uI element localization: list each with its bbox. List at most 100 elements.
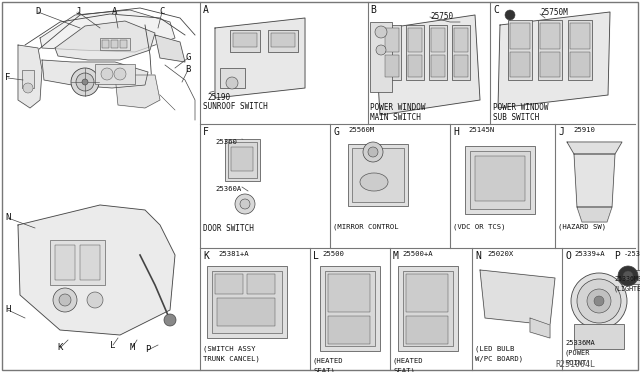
Bar	[568, 20, 592, 80]
Bar	[570, 52, 590, 77]
Text: J: J	[76, 7, 81, 16]
Bar	[574, 324, 624, 349]
Text: F: F	[5, 74, 11, 83]
Bar	[370, 22, 392, 92]
Text: (LIGHTER): (LIGHTER)	[614, 286, 640, 292]
Polygon shape	[574, 154, 615, 207]
Text: POWER WINDOW: POWER WINDOW	[370, 103, 426, 112]
Text: DOOR SWITCH: DOOR SWITCH	[203, 224, 254, 233]
Circle shape	[240, 199, 250, 209]
Polygon shape	[567, 142, 622, 154]
Bar	[220, 68, 245, 88]
Text: SUB SWITCH: SUB SWITCH	[493, 113, 540, 122]
Bar	[540, 52, 560, 77]
Bar	[406, 274, 448, 312]
Text: (HEATED: (HEATED	[313, 358, 344, 365]
Bar	[120, 40, 127, 48]
Bar	[80, 245, 100, 280]
Text: 25910: 25910	[573, 127, 595, 133]
Text: O: O	[565, 251, 571, 261]
Bar	[225, 139, 260, 181]
Bar	[328, 274, 370, 312]
Circle shape	[23, 83, 33, 93]
Circle shape	[164, 314, 176, 326]
Bar	[632, 270, 640, 284]
Bar	[95, 64, 135, 84]
Text: H: H	[453, 127, 459, 137]
Polygon shape	[530, 318, 550, 338]
Bar	[570, 23, 590, 49]
Circle shape	[82, 79, 88, 85]
Bar	[352, 148, 404, 202]
Text: 25339+A: 25339+A	[574, 251, 605, 257]
Bar	[431, 28, 445, 52]
Circle shape	[71, 68, 99, 96]
Text: 25500: 25500	[322, 251, 344, 257]
Bar	[247, 274, 275, 294]
Bar	[100, 38, 130, 50]
Bar	[452, 25, 470, 80]
Bar	[268, 30, 298, 52]
Text: 25750: 25750	[430, 12, 453, 21]
Circle shape	[114, 68, 126, 80]
Bar	[403, 271, 453, 346]
Polygon shape	[577, 207, 612, 222]
Bar	[320, 266, 380, 351]
Bar	[465, 146, 535, 214]
Bar	[470, 151, 530, 209]
Text: N: N	[475, 251, 481, 261]
Text: (HEATED: (HEATED	[393, 358, 424, 365]
Bar	[328, 316, 370, 344]
Circle shape	[101, 68, 113, 80]
Text: -25339+B: -25339+B	[624, 251, 640, 257]
Bar	[55, 245, 75, 280]
Polygon shape	[115, 75, 160, 108]
Polygon shape	[480, 270, 555, 325]
Bar	[215, 274, 243, 294]
Text: (VDC OR TCS): (VDC OR TCS)	[453, 224, 506, 231]
Bar	[475, 156, 525, 201]
Text: MAIN SWITCH: MAIN SWITCH	[370, 113, 421, 122]
Bar	[212, 271, 282, 333]
Polygon shape	[215, 18, 305, 98]
Text: 25360A: 25360A	[215, 186, 241, 192]
Bar	[398, 266, 458, 351]
Text: 25145N: 25145N	[468, 127, 494, 133]
Text: (SWITCH ASSY: (SWITCH ASSY	[203, 346, 255, 353]
Circle shape	[59, 294, 71, 306]
Bar	[385, 28, 399, 52]
Polygon shape	[498, 12, 610, 108]
Circle shape	[376, 45, 386, 55]
Bar	[406, 316, 448, 344]
Circle shape	[235, 194, 255, 214]
Text: C: C	[159, 7, 164, 16]
Bar	[454, 28, 468, 52]
Text: POWER WINDOW: POWER WINDOW	[493, 103, 548, 112]
Text: K: K	[58, 343, 63, 353]
Ellipse shape	[360, 173, 388, 191]
Bar	[429, 25, 447, 80]
Polygon shape	[375, 15, 480, 115]
Bar	[207, 266, 287, 338]
Circle shape	[623, 271, 633, 281]
Polygon shape	[18, 45, 42, 108]
Circle shape	[368, 147, 378, 157]
Bar	[271, 33, 295, 47]
Polygon shape	[18, 205, 175, 335]
Text: F: F	[203, 127, 209, 137]
Text: SUNROOF SWITCH: SUNROOF SWITCH	[203, 102, 268, 111]
Text: 25336MA: 25336MA	[565, 340, 595, 346]
Bar	[231, 147, 253, 171]
Bar	[233, 33, 257, 47]
Bar	[408, 55, 422, 77]
Text: G: G	[186, 54, 191, 62]
Text: J: J	[558, 127, 564, 137]
Text: (MIRROR CONTROL: (MIRROR CONTROL	[333, 224, 399, 231]
Bar	[408, 28, 422, 52]
Bar	[510, 23, 530, 49]
Circle shape	[87, 292, 103, 308]
Text: (POWER: (POWER	[565, 350, 591, 356]
Bar	[431, 55, 445, 77]
Text: B: B	[186, 65, 191, 74]
Text: SEAT): SEAT)	[313, 368, 335, 372]
